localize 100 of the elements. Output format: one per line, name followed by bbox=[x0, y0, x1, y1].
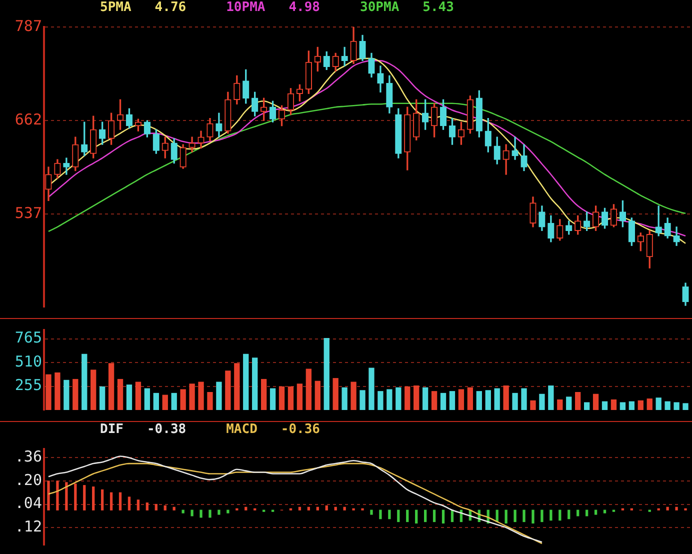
bar bbox=[424, 510, 427, 522]
bar bbox=[503, 385, 509, 410]
y-tick-label: .04 bbox=[14, 494, 42, 512]
series-label: DIF -0.38 bbox=[100, 422, 186, 438]
bar bbox=[521, 388, 527, 410]
bar bbox=[414, 385, 420, 410]
bar bbox=[208, 510, 212, 518]
bar bbox=[162, 394, 168, 410]
bar bbox=[90, 370, 96, 410]
bar bbox=[100, 489, 104, 510]
bar bbox=[117, 378, 124, 410]
bar bbox=[99, 386, 106, 410]
bar bbox=[343, 506, 346, 510]
bar bbox=[628, 401, 635, 410]
bar bbox=[64, 380, 70, 410]
bar bbox=[144, 388, 150, 410]
bar bbox=[108, 363, 114, 410]
text: 30PMA 5.43 bbox=[360, 0, 454, 16]
bar bbox=[350, 382, 356, 410]
bar bbox=[682, 403, 688, 410]
bar bbox=[370, 510, 373, 515]
bar bbox=[110, 492, 113, 510]
bar bbox=[47, 480, 50, 510]
bar bbox=[316, 506, 319, 510]
bar bbox=[82, 354, 88, 410]
bar bbox=[154, 504, 158, 510]
candlestick bbox=[512, 136, 518, 160]
bar bbox=[234, 363, 240, 410]
bar bbox=[592, 394, 599, 410]
bar bbox=[558, 510, 562, 521]
bar bbox=[189, 384, 195, 410]
bar bbox=[225, 370, 231, 410]
bar bbox=[118, 492, 122, 510]
bar bbox=[550, 510, 552, 521]
bar bbox=[164, 505, 166, 510]
bar bbox=[566, 396, 572, 410]
bar bbox=[422, 387, 428, 410]
bar bbox=[180, 389, 186, 410]
bar bbox=[522, 510, 526, 522]
bar bbox=[494, 388, 500, 410]
bar bbox=[396, 387, 402, 410]
bar bbox=[368, 368, 374, 410]
y-tick-label: 537 bbox=[14, 204, 42, 222]
bar bbox=[288, 386, 294, 410]
bar bbox=[92, 486, 95, 510]
bar bbox=[360, 390, 366, 410]
bar bbox=[514, 510, 516, 522]
bar bbox=[504, 510, 508, 524]
bar bbox=[190, 510, 194, 516]
bar bbox=[378, 391, 384, 410]
bar bbox=[172, 506, 176, 510]
bar bbox=[594, 510, 598, 515]
bar bbox=[539, 394, 545, 410]
bar bbox=[226, 510, 230, 514]
bar bbox=[65, 482, 68, 510]
bar bbox=[216, 382, 222, 410]
bar bbox=[379, 510, 382, 520]
bar bbox=[342, 387, 348, 410]
text: 10PMA 4.98 bbox=[226, 0, 320, 16]
y-tick-label: 510 bbox=[14, 352, 42, 370]
bar bbox=[540, 510, 544, 522]
bar bbox=[646, 398, 652, 410]
bar bbox=[135, 382, 142, 410]
candlestick bbox=[341, 46, 348, 66]
bar bbox=[666, 506, 669, 510]
bar bbox=[126, 384, 132, 410]
bar bbox=[307, 506, 310, 510]
bar bbox=[404, 386, 410, 410]
bar bbox=[548, 385, 554, 410]
bar bbox=[334, 506, 337, 510]
bar bbox=[415, 510, 418, 524]
bar bbox=[153, 392, 159, 410]
bar bbox=[610, 399, 617, 410]
bar bbox=[252, 358, 258, 410]
bar bbox=[664, 401, 670, 410]
bar bbox=[146, 502, 149, 510]
bar bbox=[557, 399, 563, 410]
bar bbox=[243, 354, 249, 410]
y-tick-label: .12 bbox=[14, 517, 42, 536]
bar bbox=[674, 402, 680, 410]
bar bbox=[675, 506, 678, 510]
bar bbox=[218, 510, 220, 515]
bar bbox=[568, 510, 570, 520]
bar bbox=[136, 500, 140, 510]
y-tick-label: 255 bbox=[14, 376, 42, 394]
bar bbox=[332, 378, 338, 410]
bar bbox=[530, 400, 536, 410]
bar bbox=[602, 401, 608, 410]
bar bbox=[442, 510, 445, 524]
bar bbox=[182, 510, 184, 514]
bar bbox=[440, 392, 446, 410]
bar bbox=[638, 400, 644, 410]
bar bbox=[386, 389, 392, 410]
y-tick-label: 662 bbox=[14, 110, 42, 128]
bar bbox=[603, 510, 606, 514]
bar bbox=[656, 398, 662, 410]
bar bbox=[620, 402, 626, 410]
bar bbox=[278, 386, 285, 410]
bar bbox=[306, 368, 312, 410]
candlestick bbox=[63, 158, 70, 175]
